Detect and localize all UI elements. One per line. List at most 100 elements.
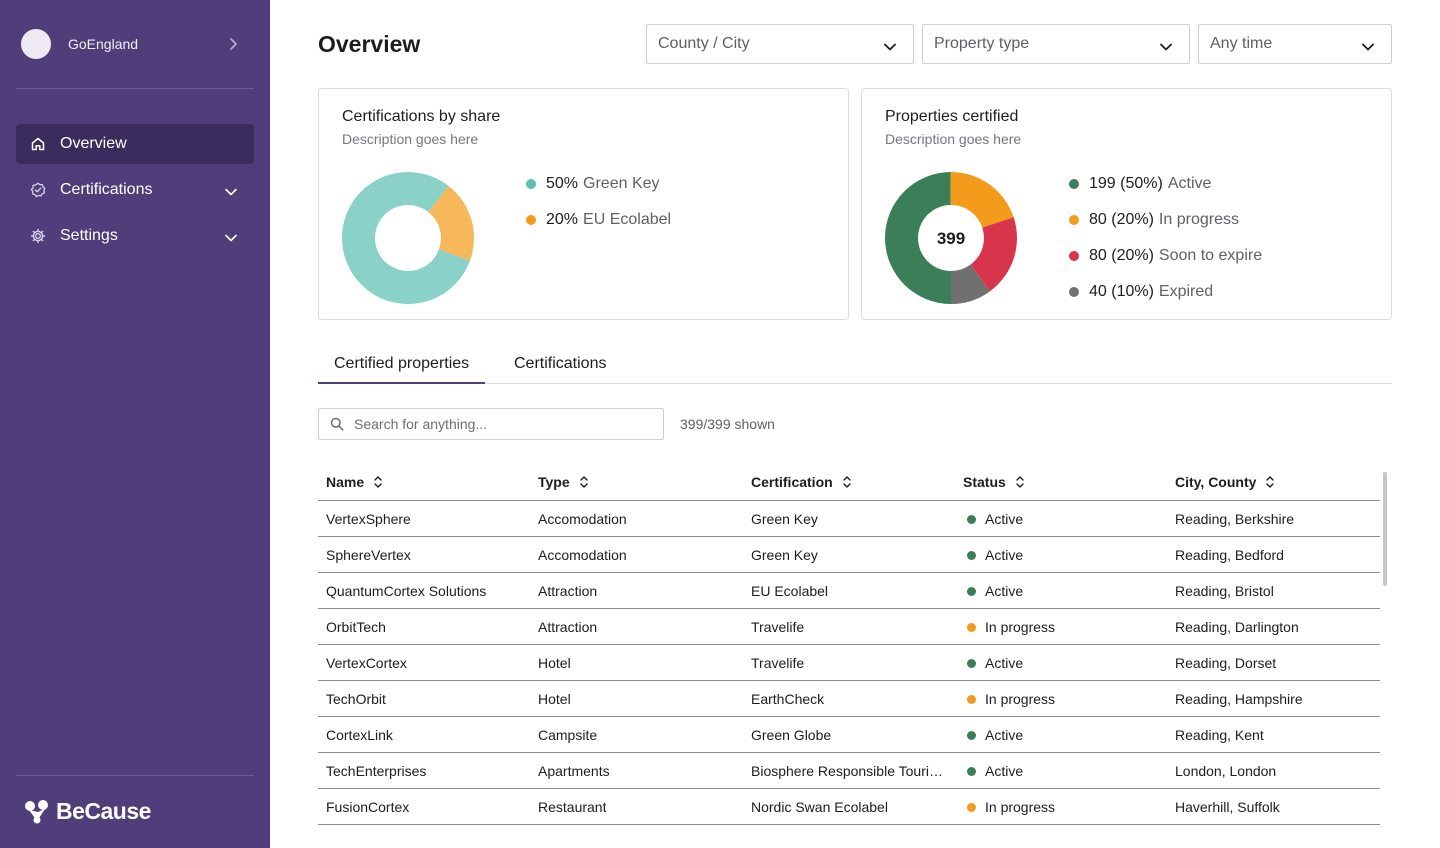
legend-label: Soon to expire xyxy=(1158,247,1263,264)
brand-mark-icon xyxy=(25,799,48,823)
legend-dot xyxy=(1069,179,1079,189)
table-row[interactable]: SphereVertex Accomodation Green Key Active R… xyxy=(318,537,1380,573)
status-dot xyxy=(967,622,976,632)
sidebar-item-overview[interactable]: Overview xyxy=(16,124,254,164)
status-cell: Active xyxy=(963,583,1023,599)
tab-bar: Certified properties Certifications xyxy=(318,346,1392,384)
type-cell: Hotel xyxy=(538,655,571,671)
sort-icon xyxy=(842,475,851,489)
card-description: Description goes here xyxy=(885,131,1022,147)
name-cell: FusionCortex xyxy=(326,799,410,815)
certification-cell: Travelife xyxy=(751,619,805,635)
type-cell: Attraction xyxy=(538,583,598,599)
status-dot xyxy=(967,658,976,668)
chevron-down-icon xyxy=(883,39,897,57)
status-text: Active xyxy=(985,727,1024,743)
chevron-down-icon xyxy=(224,230,238,248)
legend-item: 80 (20%) In progress xyxy=(1069,211,1239,229)
status-text: Active xyxy=(985,547,1024,563)
table-row[interactable]: QuantumCortex Solutions Attraction EU Ecol… xyxy=(318,573,1380,609)
select-value: County / City xyxy=(658,35,750,52)
property-type-select[interactable]: Property type xyxy=(922,24,1190,64)
donut-slice-expired[interactable] xyxy=(885,172,951,304)
certification-cell: Biosphere Responsible Tourism xyxy=(751,763,947,779)
legend-item: 50% Green Key xyxy=(526,175,660,193)
status-text: Active xyxy=(985,511,1024,527)
certification-cell: EU Ecolabel xyxy=(751,583,829,599)
column-header-certification[interactable]: Certification xyxy=(751,474,851,490)
type-cell: Apartments xyxy=(538,763,610,779)
org-switcher[interactable]: GoEngland xyxy=(16,24,254,64)
table-body: VertexSphere Accomodation Green Key Active R… xyxy=(318,501,1380,825)
table-row[interactable]: TechOrbit Hotel EarthCheck In progress Readi… xyxy=(318,681,1380,717)
tab-certifications[interactable]: Certifications xyxy=(514,355,607,372)
donut-slice-active[interactable] xyxy=(951,264,990,304)
county-city-select[interactable]: County / City xyxy=(646,24,914,64)
certification-cell: Nordic Swan Ecolabel xyxy=(751,799,888,815)
donut-slice-green-key[interactable] xyxy=(342,172,471,304)
table-row[interactable]: FusionCortex Restaurant Nordic Swan Ecolab… xyxy=(318,789,1380,825)
legend-dot xyxy=(1069,287,1079,297)
time-range-select[interactable]: Any time xyxy=(1198,24,1392,64)
legend-value: 80 (20%) xyxy=(1089,247,1154,264)
status-cell: Active xyxy=(963,655,1023,671)
sidebar-item-settings[interactable]: Settings xyxy=(16,216,254,256)
status-text: Active xyxy=(985,655,1024,671)
legend-dot xyxy=(526,215,536,225)
sidebar-item-certifications[interactable]: Certifications xyxy=(16,170,254,210)
certification-cell: EarthCheck xyxy=(751,691,825,707)
sidebar-item-label: Certifications xyxy=(60,181,153,198)
legend-value: 40 (10%) xyxy=(1089,283,1154,300)
legend-label: Expired xyxy=(1158,283,1214,300)
type-cell: Accomodation xyxy=(538,547,627,563)
sidebar-item-label: Settings xyxy=(60,227,118,244)
donut-slice-in-progress[interactable] xyxy=(970,217,1017,292)
status-cell: Active xyxy=(963,511,1023,527)
column-label: Name xyxy=(326,474,365,490)
chevron-down-icon xyxy=(1361,39,1375,57)
table-row[interactable]: VertexSphere Accomodation Green Key Active R… xyxy=(318,501,1380,537)
donut-slice-eu-ecolabel[interactable] xyxy=(428,185,474,261)
sort-icon xyxy=(579,475,588,489)
legend-item: 80 (20%) Soon to expire xyxy=(1069,247,1262,265)
column-header-city-county[interactable]: City, County xyxy=(1175,474,1275,490)
status-dot xyxy=(967,730,976,740)
column-header-name[interactable]: Name xyxy=(326,474,382,490)
certification-cell: Green Globe xyxy=(751,727,832,743)
donut-slice-soon-to-expire[interactable] xyxy=(950,172,1014,228)
certifications-share-donut xyxy=(342,172,474,304)
city-cell: Reading, Bedford xyxy=(1175,547,1284,563)
brand-logo: BeCause xyxy=(24,798,151,825)
column-header-status[interactable]: Status xyxy=(963,474,1024,490)
results-count: 399/399 shown xyxy=(680,416,775,432)
gear-icon xyxy=(30,228,46,244)
type-cell: Attraction xyxy=(538,619,598,635)
search-icon xyxy=(330,417,344,431)
card-description: Description goes here xyxy=(342,131,479,147)
properties-certified-card: Properties certified Description goes he… xyxy=(861,88,1392,320)
table-scrollbar[interactable] xyxy=(1383,472,1387,586)
table-row[interactable]: VertexCortex Hotel Travelife Active Reading,… xyxy=(318,645,1380,681)
status-text: Active xyxy=(985,583,1024,599)
legend-value: 199 (50%) xyxy=(1089,175,1163,192)
chevron-right-icon xyxy=(228,37,238,56)
legend-item: 40 (10%) Expired xyxy=(1069,283,1213,301)
status-cell: Active xyxy=(963,547,1023,563)
table-row[interactable]: TechEnterprises Apartments Biosphere Respo… xyxy=(318,753,1380,789)
city-cell: Reading, Darlington xyxy=(1175,619,1299,635)
properties-certified-donut: 399 xyxy=(885,172,1017,304)
type-cell: Hotel xyxy=(538,691,571,707)
tab-certified-properties[interactable]: Certified properties xyxy=(318,346,486,384)
column-label: Type xyxy=(538,474,570,490)
search-input[interactable] xyxy=(354,416,644,432)
certifications-share-card: Certifications by share Description goes… xyxy=(318,88,849,320)
sort-icon xyxy=(374,475,382,489)
sort-icon xyxy=(1266,475,1275,489)
status-text: In progress xyxy=(985,619,1056,635)
sort-icon xyxy=(1016,475,1024,489)
column-label: City, County xyxy=(1175,474,1257,490)
column-header-type[interactable]: Type xyxy=(538,474,588,490)
table-row[interactable]: OrbitTech Attraction Travelife In progress R… xyxy=(318,609,1380,645)
table-row[interactable]: CortexLink Campsite Green Globe Active Readi… xyxy=(318,717,1380,753)
type-cell: Accomodation xyxy=(538,511,627,527)
